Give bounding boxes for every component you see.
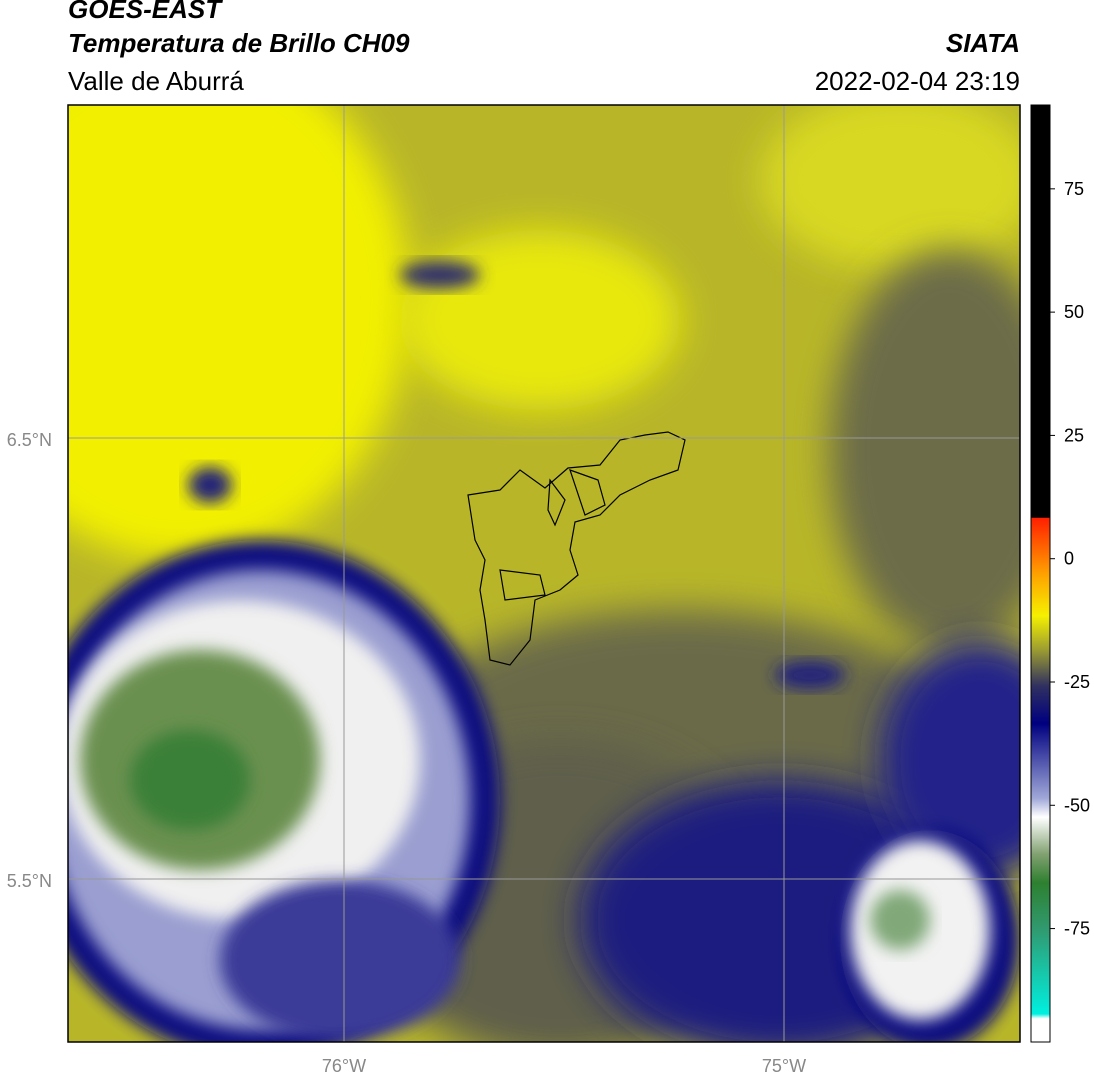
colorbar xyxy=(1030,104,1051,1043)
colorbar-tick-label: -50 xyxy=(1064,795,1090,815)
lat-label: 6.5°N xyxy=(7,430,52,450)
title: GOES-EAST xyxy=(68,0,222,24)
municipal-boundaries xyxy=(467,431,686,666)
colorbar-tick-label: -75 xyxy=(1064,919,1090,939)
colorbar-tick-label: 25 xyxy=(1064,425,1084,445)
lon-label: 75°W xyxy=(762,1056,806,1076)
satellite-image xyxy=(68,105,1020,1042)
region: Valle de Aburrá xyxy=(68,66,244,96)
datetime: 2022-02-04 23:19 xyxy=(814,66,1020,96)
lat-label: 5.5°N xyxy=(7,871,52,891)
subtitle: Temperatura de Brillo CH09 xyxy=(68,28,410,58)
source: SIATA xyxy=(945,28,1020,58)
colorbar-tick-label: 50 xyxy=(1064,302,1084,322)
colorbar-tick-label: -25 xyxy=(1064,672,1090,692)
colorbar-tick-label: 75 xyxy=(1064,179,1084,199)
lon-label: 76°W xyxy=(322,1056,366,1076)
colorbar-tick-label: 0 xyxy=(1064,549,1074,569)
map-frame xyxy=(67,104,1021,1043)
